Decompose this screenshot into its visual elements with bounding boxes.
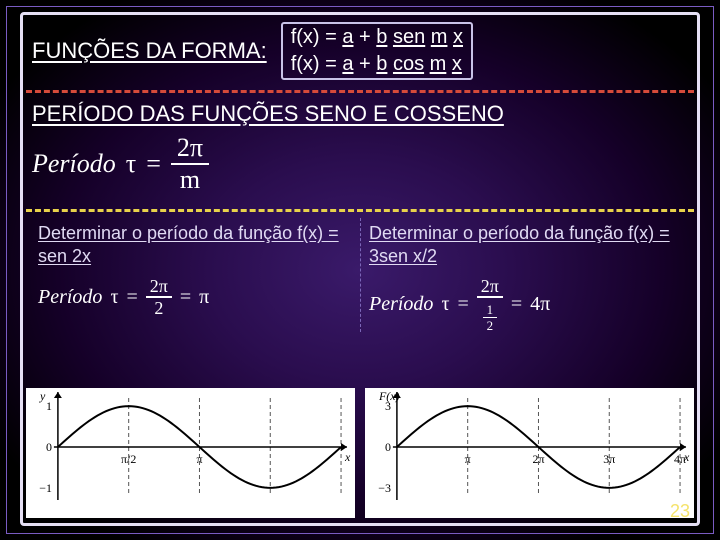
svg-text:π: π (196, 452, 202, 466)
svg-text:−1: −1 (39, 481, 52, 495)
svg-text:4π: 4π (674, 452, 686, 466)
svg-text:x: x (344, 450, 351, 464)
period-tau: τ (126, 149, 136, 179)
svg-text:y: y (39, 389, 46, 403)
left-fraction-num: 2π (146, 277, 172, 298)
left-result: π (199, 286, 209, 309)
period-word: Período (32, 149, 116, 179)
svg-text:−3: −3 (378, 481, 391, 495)
svg-text:3π: 3π (603, 452, 615, 466)
period-fraction-num: 2π (171, 135, 209, 165)
section-title: PERÍODO DAS FUNÇÕES SENO E COSSENO (26, 99, 694, 131)
left-fraction-den: 2 (150, 298, 167, 317)
period-formula: Período τ = 2π m (26, 131, 694, 203)
period-fraction-den: m (174, 165, 206, 193)
svg-text:0: 0 (385, 440, 391, 454)
left-formula: Período τ = 2π 2 = π (38, 277, 209, 317)
svg-text:π/2: π/2 (121, 452, 136, 466)
page-number: 23 (670, 501, 690, 522)
divider-mid (26, 209, 694, 212)
svg-text:π: π (465, 452, 471, 466)
header-equations-box: f(x) = a + b sen m x f(x) = a + b cos m … (281, 22, 473, 80)
svg-text:0: 0 (46, 440, 52, 454)
plots-row: 1−10xyπ/2π 3−30xF(x)π2π3π4π (26, 388, 694, 518)
right-fraction: 2π 1 2 (477, 277, 503, 332)
period-fraction: 2π m (171, 135, 209, 193)
right-title: Determinar o período da função f(x) = 3s… (369, 222, 682, 267)
left-eq2: = (180, 286, 191, 309)
right-word: Período (369, 293, 433, 316)
equation-sen: f(x) = a + b sen m x (291, 24, 463, 51)
right-eq2: = (511, 293, 522, 316)
left-eq: = (126, 286, 137, 309)
left-tau: τ (110, 286, 118, 309)
right-eq: = (457, 293, 468, 316)
svg-text:F(x): F(x) (378, 389, 400, 403)
columns: Determinar o período da função f(x) = se… (26, 218, 694, 332)
period-eq: = (146, 149, 161, 179)
right-result: 4π (530, 293, 550, 316)
header-row: FUNÇÕES DA FORMA: f(x) = a + b sen m x f… (26, 18, 694, 84)
right-fraction-num: 2π (477, 277, 503, 298)
svg-text:2π: 2π (532, 452, 544, 466)
left-title: Determinar o período da função f(x) = se… (38, 222, 352, 267)
col-left: Determinar o período da função f(x) = se… (30, 218, 360, 332)
left-word: Período (38, 286, 102, 309)
left-fraction: 2π 2 (146, 277, 172, 317)
right-tau: τ (441, 293, 449, 316)
equation-cos: f(x) = a + b cos m x (291, 51, 463, 78)
right-formula: Período τ = 2π 1 2 = 4π (369, 277, 550, 332)
header-label: FUNÇÕES DA FORMA: (32, 38, 267, 64)
divider-top (26, 90, 694, 93)
plot-left: 1 −1 0 x y π/2 π (26, 388, 355, 518)
plot-right: 3−30xF(x)π2π3π4π (365, 388, 694, 518)
col-right: Determinar o período da função f(x) = 3s… (360, 218, 690, 332)
right-fraction-den: 1 2 (479, 298, 502, 332)
slide: FUNÇÕES DA FORMA: f(x) = a + b sen m x f… (0, 0, 720, 540)
svg-text:1: 1 (46, 399, 52, 413)
